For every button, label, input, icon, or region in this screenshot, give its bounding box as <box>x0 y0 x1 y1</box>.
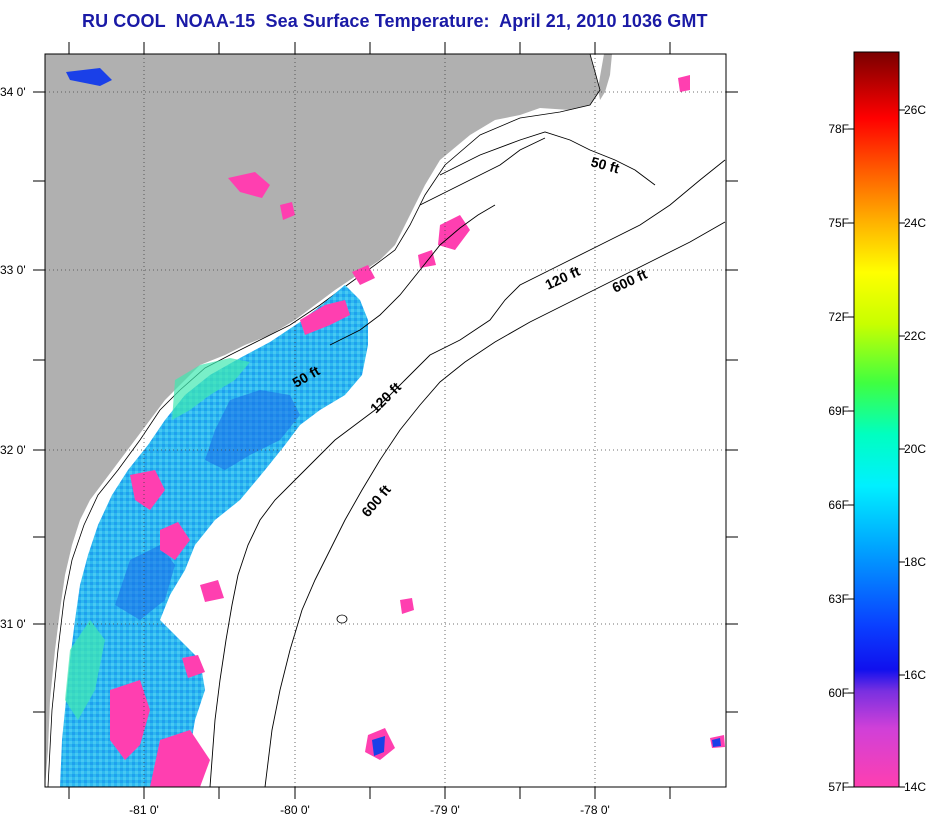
cb-c-20: 20C <box>904 442 926 456</box>
contour-120ft <box>209 159 726 787</box>
cb-f-63: 63F <box>828 592 849 606</box>
lon-label-80: -80 0' <box>280 803 310 817</box>
seamount-contour <box>336 614 348 624</box>
cb-f-78: 78F <box>828 122 849 136</box>
cb-c-26: 26C <box>904 103 926 117</box>
colorbar-ticks <box>848 109 905 788</box>
lat-label-33: 33 0' <box>0 263 26 277</box>
contour-600ft <box>264 221 726 787</box>
land-peninsula <box>598 54 612 100</box>
colorbar-gradient <box>853 51 900 788</box>
sst-cold-pixels <box>110 75 725 787</box>
coastline <box>47 54 601 787</box>
cb-f-69: 69F <box>828 404 849 418</box>
cb-f-72: 72F <box>828 310 849 324</box>
sst-green-band <box>65 358 250 720</box>
land-mass <box>45 54 600 787</box>
lon-label-78: -78 0' <box>580 803 610 817</box>
lon-label-79: -79 0' <box>430 803 460 817</box>
cb-c-22: 22C <box>904 329 926 343</box>
cb-f-57: 57F <box>828 780 849 794</box>
cb-f-60: 60F <box>828 686 849 700</box>
contour-50ft <box>329 131 656 346</box>
sst-cool-patches <box>115 390 300 620</box>
cb-f-75: 75F <box>828 216 849 230</box>
cb-c-16: 16C <box>904 668 926 682</box>
cb-c-14: 14C <box>904 780 926 794</box>
cb-c-18: 18C <box>904 555 926 569</box>
graticule <box>45 54 726 787</box>
chart-title: RU COOL NOAA-15 Sea Surface Temperature:… <box>82 11 708 31</box>
colorbar: 78F 75F 72F 69F 66F 63F 60F 57F 26C 24C … <box>828 51 926 794</box>
axis-ticks <box>33 42 738 799</box>
lat-label-32: 32 0' <box>0 443 26 457</box>
map-frame <box>44 53 727 788</box>
lon-label-81: -81 0' <box>129 803 159 817</box>
sst-blue-fragments <box>66 68 721 756</box>
lat-label-31: 31 0' <box>0 617 26 631</box>
contour-label-50ft-north: 50 ft <box>589 153 621 176</box>
map-area <box>45 54 726 787</box>
cb-f-66: 66F <box>828 498 849 512</box>
cb-c-24: 24C <box>904 216 926 230</box>
lat-label-34: 34 0' <box>0 85 26 99</box>
